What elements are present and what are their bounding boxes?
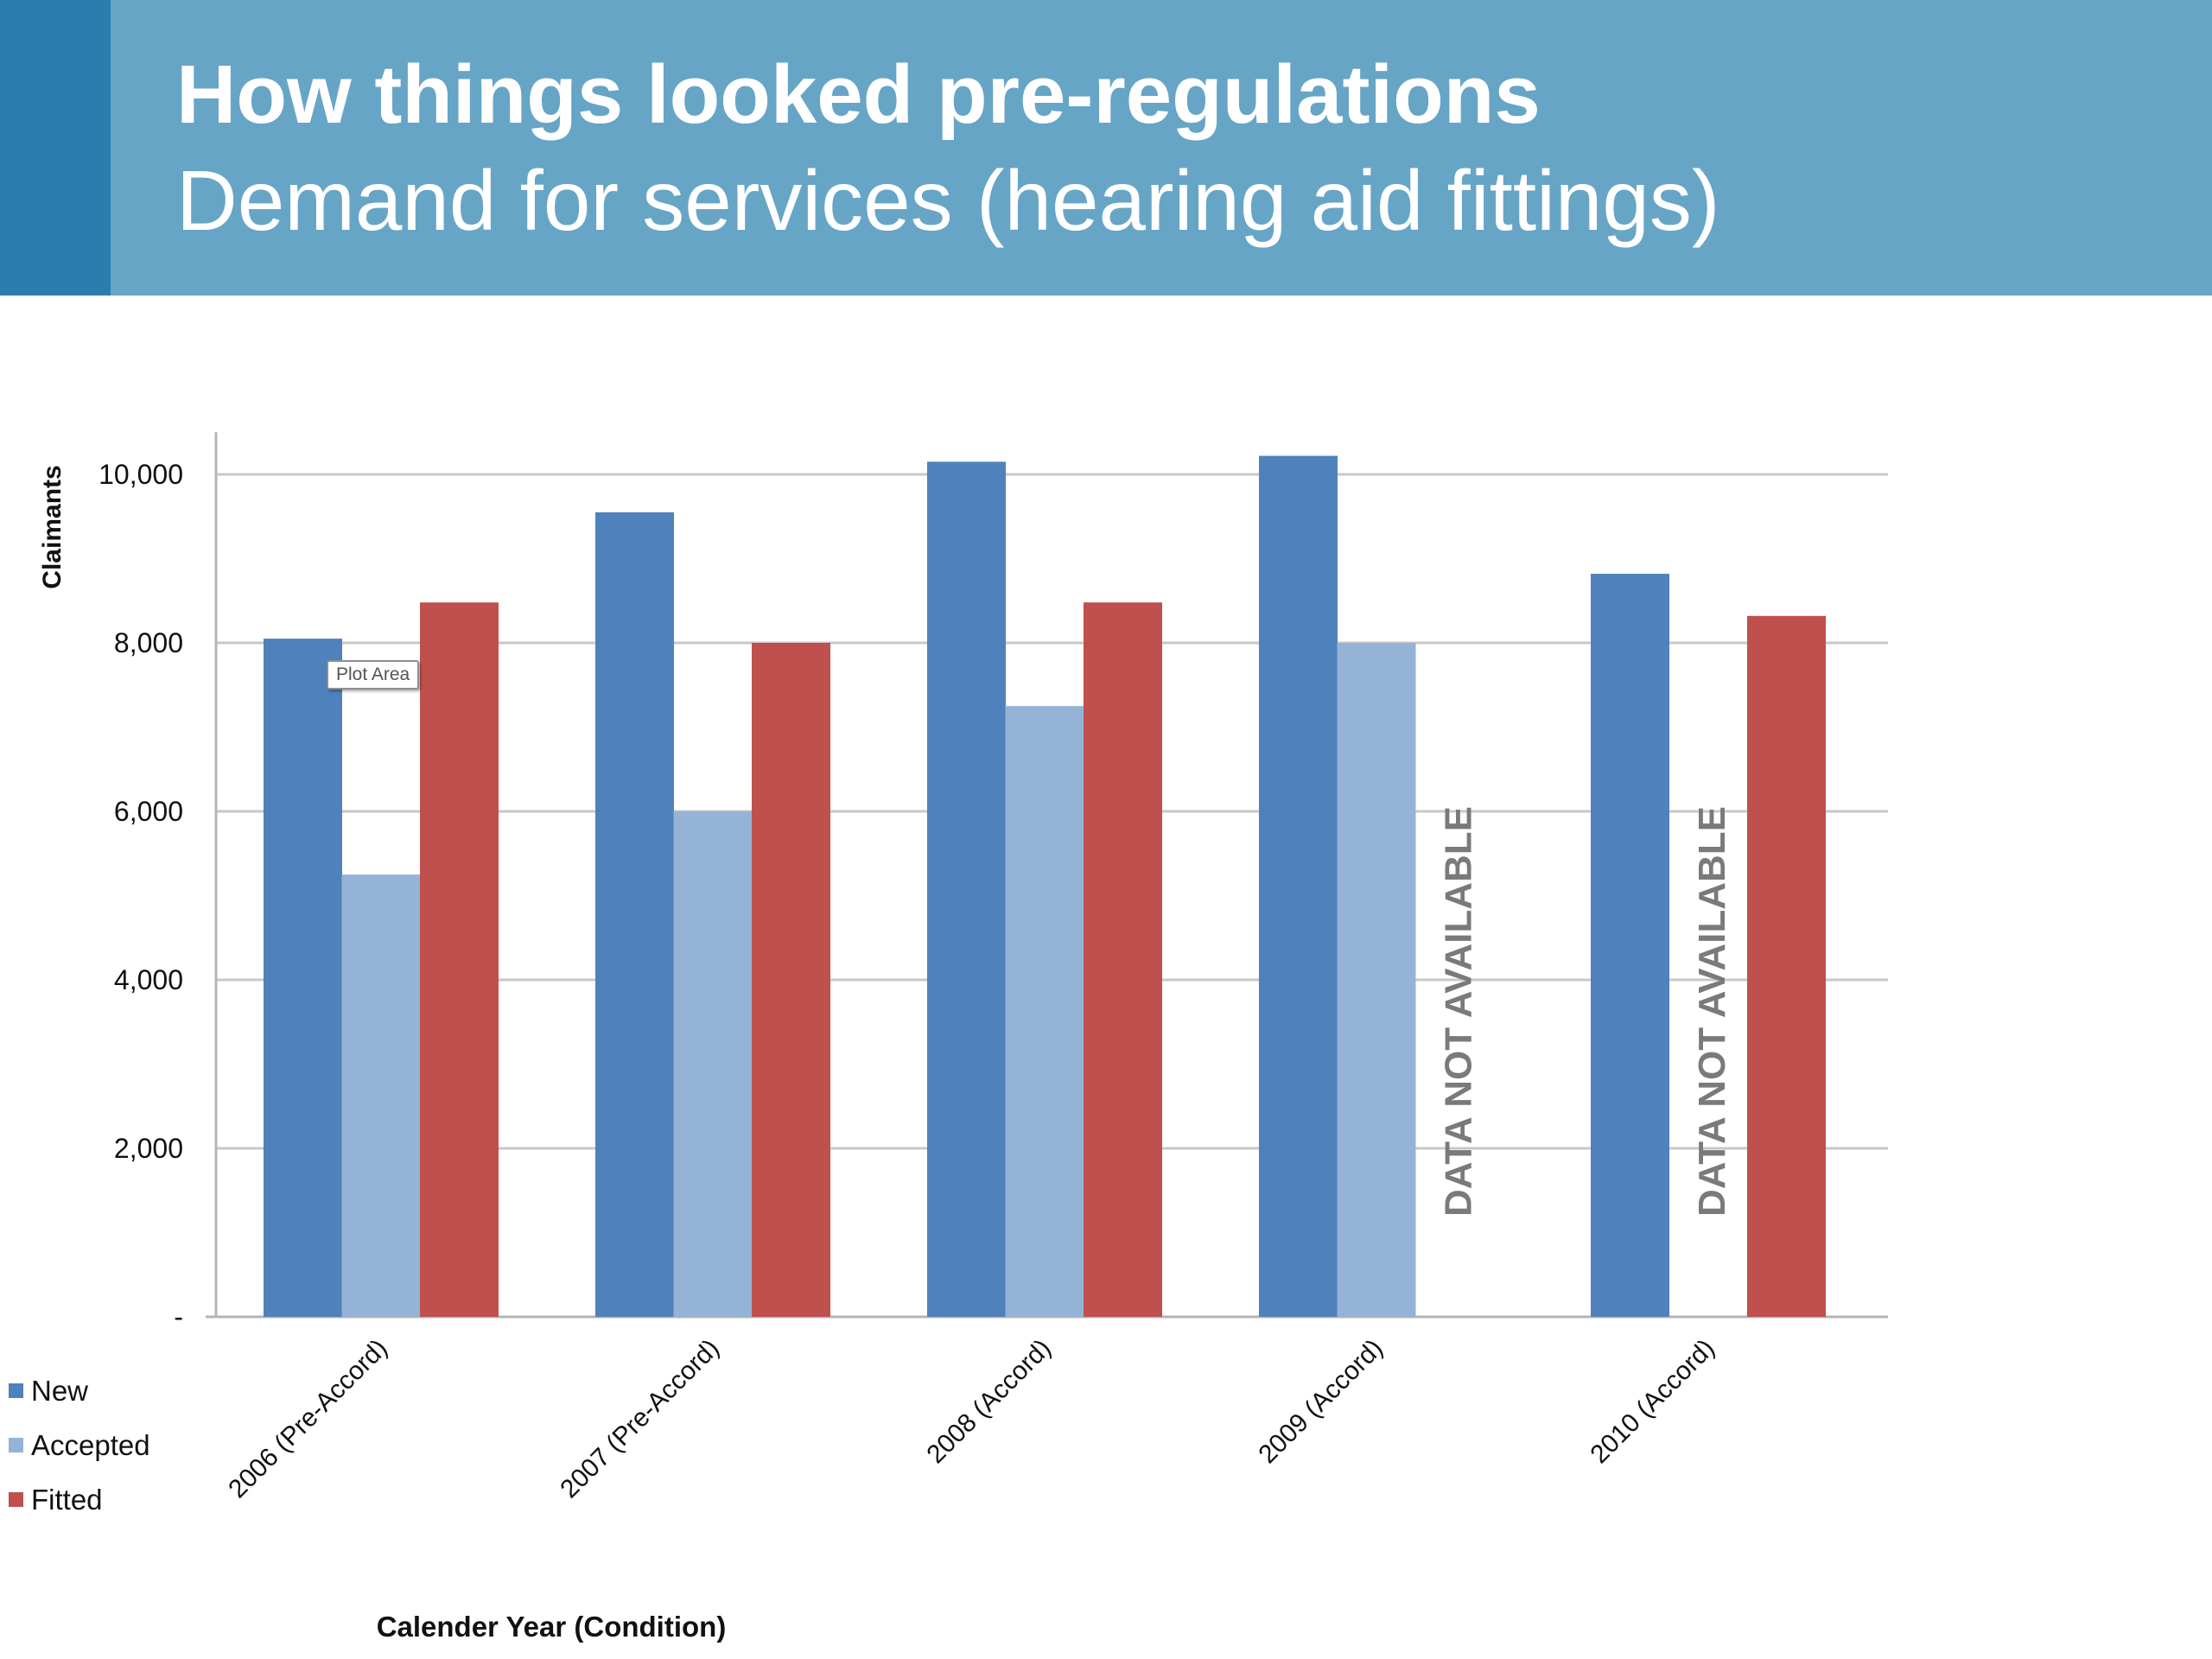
bar-accepted-3 [1337,643,1416,1317]
legend-label-accepted: Accepted [31,1428,150,1461]
plot-area-tooltip: Plot Area [327,660,420,690]
y-tick-label-2: 4,000 [114,964,183,995]
bar-new-2 [927,461,1006,1317]
slide-subtitle: Demand for services (hearing aid fitting… [176,153,1720,248]
missing-data-label-3: DATA NOT AVAILABLE [1437,806,1479,1217]
bar-accepted-2 [1005,706,1084,1317]
bar-accepted-1 [673,811,753,1317]
legend-label-new: New [31,1374,89,1407]
x-tick-label-3: 2009 (Accord) [1253,1334,1389,1470]
title-banner: How things looked pre-regulations Demand… [0,0,2212,296]
bar-new-1 [595,512,674,1317]
bar-fitted-1 [752,643,830,1317]
legend-swatch-accepted [9,1438,23,1452]
legend-swatch-fitted [9,1492,23,1507]
bar-fitted-2 [1084,602,1162,1317]
x-tick-label-2: 2008 (Accord) [921,1334,1057,1470]
y-tick-label-5: 10,000 [99,459,183,490]
bar-fitted-0 [420,602,499,1317]
y-tick-label-0: - [174,1301,183,1332]
bar-new-3 [1259,455,1338,1317]
x-tick-label-0: 2006 (Pre-Accord) [223,1334,393,1504]
legend-label-fitted: Fitted [31,1483,103,1516]
x-axis-title: Calender Year (Condition) [377,1611,727,1643]
bar-fitted-4 [1747,615,1826,1317]
y-tick-label-3: 6,000 [114,796,183,827]
chart-legend: New Accepted Fitted [9,1363,150,1527]
bar-new-0 [264,639,342,1317]
banner-accent [0,0,111,296]
y-tick-label-1: 2,000 [114,1133,183,1164]
legend-swatch-new [9,1383,23,1398]
slide-title: How things looked pre-regulations [176,48,1541,141]
legend-item-new: New [9,1363,150,1418]
legend-item-fitted: Fitted [9,1472,150,1527]
x-tick-label-4: 2010 (Accord) [1585,1334,1720,1470]
x-tick-label-1: 2007 (Pre-Accord) [555,1334,725,1504]
y-axis-title: Claimants [38,465,67,588]
missing-data-label-4: DATA NOT AVAILABLE [1691,806,1733,1217]
bar-new-4 [1591,574,1669,1317]
legend-item-accepted: Accepted [9,1418,150,1472]
y-tick-label-4: 8,000 [114,627,183,658]
bar-accepted-0 [341,874,421,1317]
